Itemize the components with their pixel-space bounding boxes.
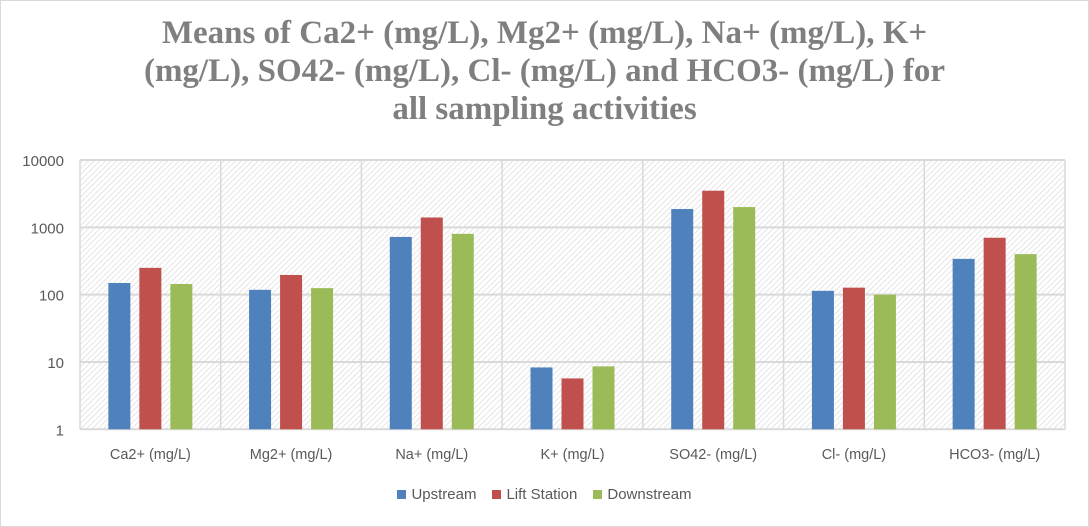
bar-upstream [671,209,694,430]
y-tick-label: 10000 [22,153,64,170]
bar-lift-station [702,190,725,430]
bar-downstream [873,294,896,430]
bar-upstream [952,258,975,430]
bar-lift-station [983,237,1006,430]
bar-upstream [108,282,131,430]
x-tick-label: Ca2+ (mg/L) [110,447,191,463]
x-tick-label: Cl- (mg/L) [822,447,886,463]
legend-swatch-icon [593,490,603,499]
x-tick-label: HCO3- (mg/L) [949,447,1040,463]
legend-item: Lift Station [492,486,577,503]
chart-title-line-1: Means of Ca2+ (mg/L), Mg2+ (mg/L), Na+ (… [161,15,928,51]
bar-lift-station [842,287,865,430]
bar-upstream [530,367,553,430]
x-tick-label: SO42- (mg/L) [669,447,757,463]
x-tick-label: Na+ (mg/L) [395,447,468,463]
chart-title-line-3: all sampling activities [392,91,697,127]
chart-title-line-2: (mg/L), SO42- (mg/L), Cl- (mg/L) and HCO… [143,53,946,89]
y-tick-label: 1000 [31,220,64,237]
x-tick-label: Mg2+ (mg/L) [250,447,333,463]
legend-item: Downstream [593,486,692,503]
x-tick-label: K+ (mg/L) [540,447,604,463]
legend: Upstream Lift Station Downstream [0,486,1089,503]
bar-downstream [451,233,474,430]
legend-label: Downstream [607,486,692,503]
y-tick-label: 100 [39,288,64,305]
legend-swatch-icon [492,490,502,499]
y-tick-label: 10 [47,355,64,372]
bar-downstream [733,207,756,430]
bar-lift-station [561,378,584,430]
y-tick-label: 1 [56,422,64,439]
legend-label: Upstream [411,486,477,503]
bar-lift-station [139,267,162,430]
chart-title: Means of Ca2+ (mg/L), Mg2+ (mg/L), Na+ (… [0,14,1089,128]
bar-downstream [1014,254,1037,430]
bar-upstream [389,236,412,430]
bar-upstream [811,290,834,430]
bar-downstream [170,283,193,430]
legend-swatch-icon [397,490,407,499]
bar-downstream [311,288,334,430]
legend-item: Upstream [397,486,476,503]
legend-label: Lift Station [506,486,578,503]
bar-lift-station [280,274,303,430]
bar-upstream [249,289,272,430]
bar-lift-station [420,217,443,430]
bar-downstream [592,366,615,430]
